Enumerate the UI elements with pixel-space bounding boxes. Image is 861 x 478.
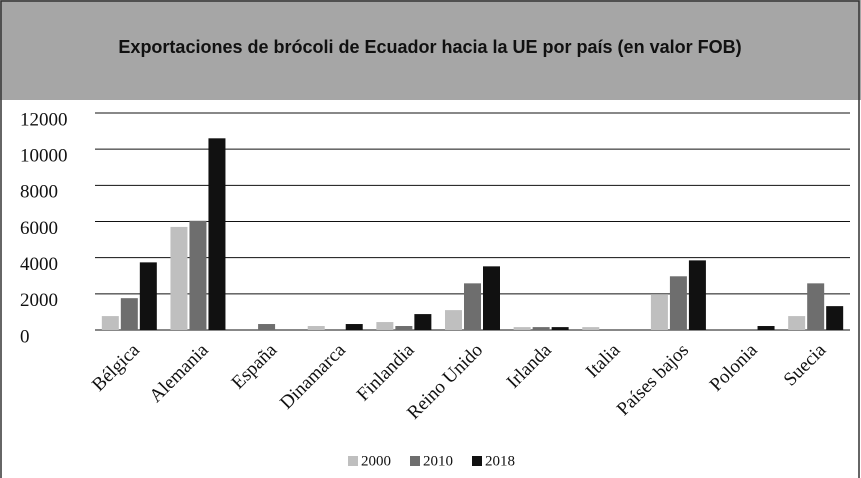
y-tick-label: 8000: [20, 182, 58, 203]
bar: [258, 324, 276, 330]
bar: [170, 226, 188, 330]
bar: [513, 327, 531, 330]
bar: [688, 260, 706, 330]
x-tick-label: Dinamarca: [276, 339, 350, 413]
y-tick-label: 6000: [20, 218, 58, 239]
bar: [464, 283, 481, 330]
x-tick-label: España: [228, 339, 282, 393]
legend-label: 2000: [361, 453, 391, 469]
y-tick-label: 2000: [20, 290, 58, 311]
bar: [139, 262, 157, 330]
bar: [757, 326, 775, 330]
legend-swatch: [472, 456, 482, 466]
x-tick-label: Italia: [582, 339, 625, 382]
x-tick-label: Finlandia: [353, 339, 419, 405]
bar: [208, 138, 226, 330]
y-tick-label: 10000: [20, 146, 68, 167]
y-tick-label: 12000: [20, 109, 68, 130]
x-tick-label: Alemania: [145, 339, 212, 406]
bar: [582, 327, 600, 330]
bar: [826, 306, 844, 330]
bar: [395, 326, 413, 330]
x-tick-label: Países bajos: [613, 340, 693, 420]
bar: [669, 276, 687, 330]
bar: [807, 283, 825, 330]
legend-swatch: [348, 456, 358, 466]
bar: [101, 316, 119, 330]
bar: [189, 220, 207, 330]
bar: [445, 310, 462, 330]
x-tick-label: Bélgica: [88, 339, 144, 395]
legend-label: 2010: [423, 453, 453, 469]
bar: [345, 324, 363, 330]
y-tick-label: 4000: [20, 254, 58, 275]
bar: [532, 327, 550, 330]
x-tick-label: Suecia: [780, 339, 831, 390]
legend-swatch: [410, 456, 420, 466]
bar: [376, 322, 394, 330]
bar: [307, 326, 325, 330]
bar: [551, 327, 569, 330]
bar: [483, 266, 500, 330]
title-band: [0, 0, 861, 100]
bar: [788, 316, 806, 330]
bar: [120, 298, 138, 330]
y-tick-label: 0: [20, 326, 30, 347]
bar: [414, 314, 432, 330]
chart-title: Exportaciones de brócoli de Ecuador haci…: [118, 37, 741, 57]
bar: [650, 294, 668, 330]
x-tick-label: Irlanda: [503, 339, 556, 392]
legend-label: 2018: [485, 453, 515, 469]
x-tick-label: Polonia: [706, 339, 762, 395]
